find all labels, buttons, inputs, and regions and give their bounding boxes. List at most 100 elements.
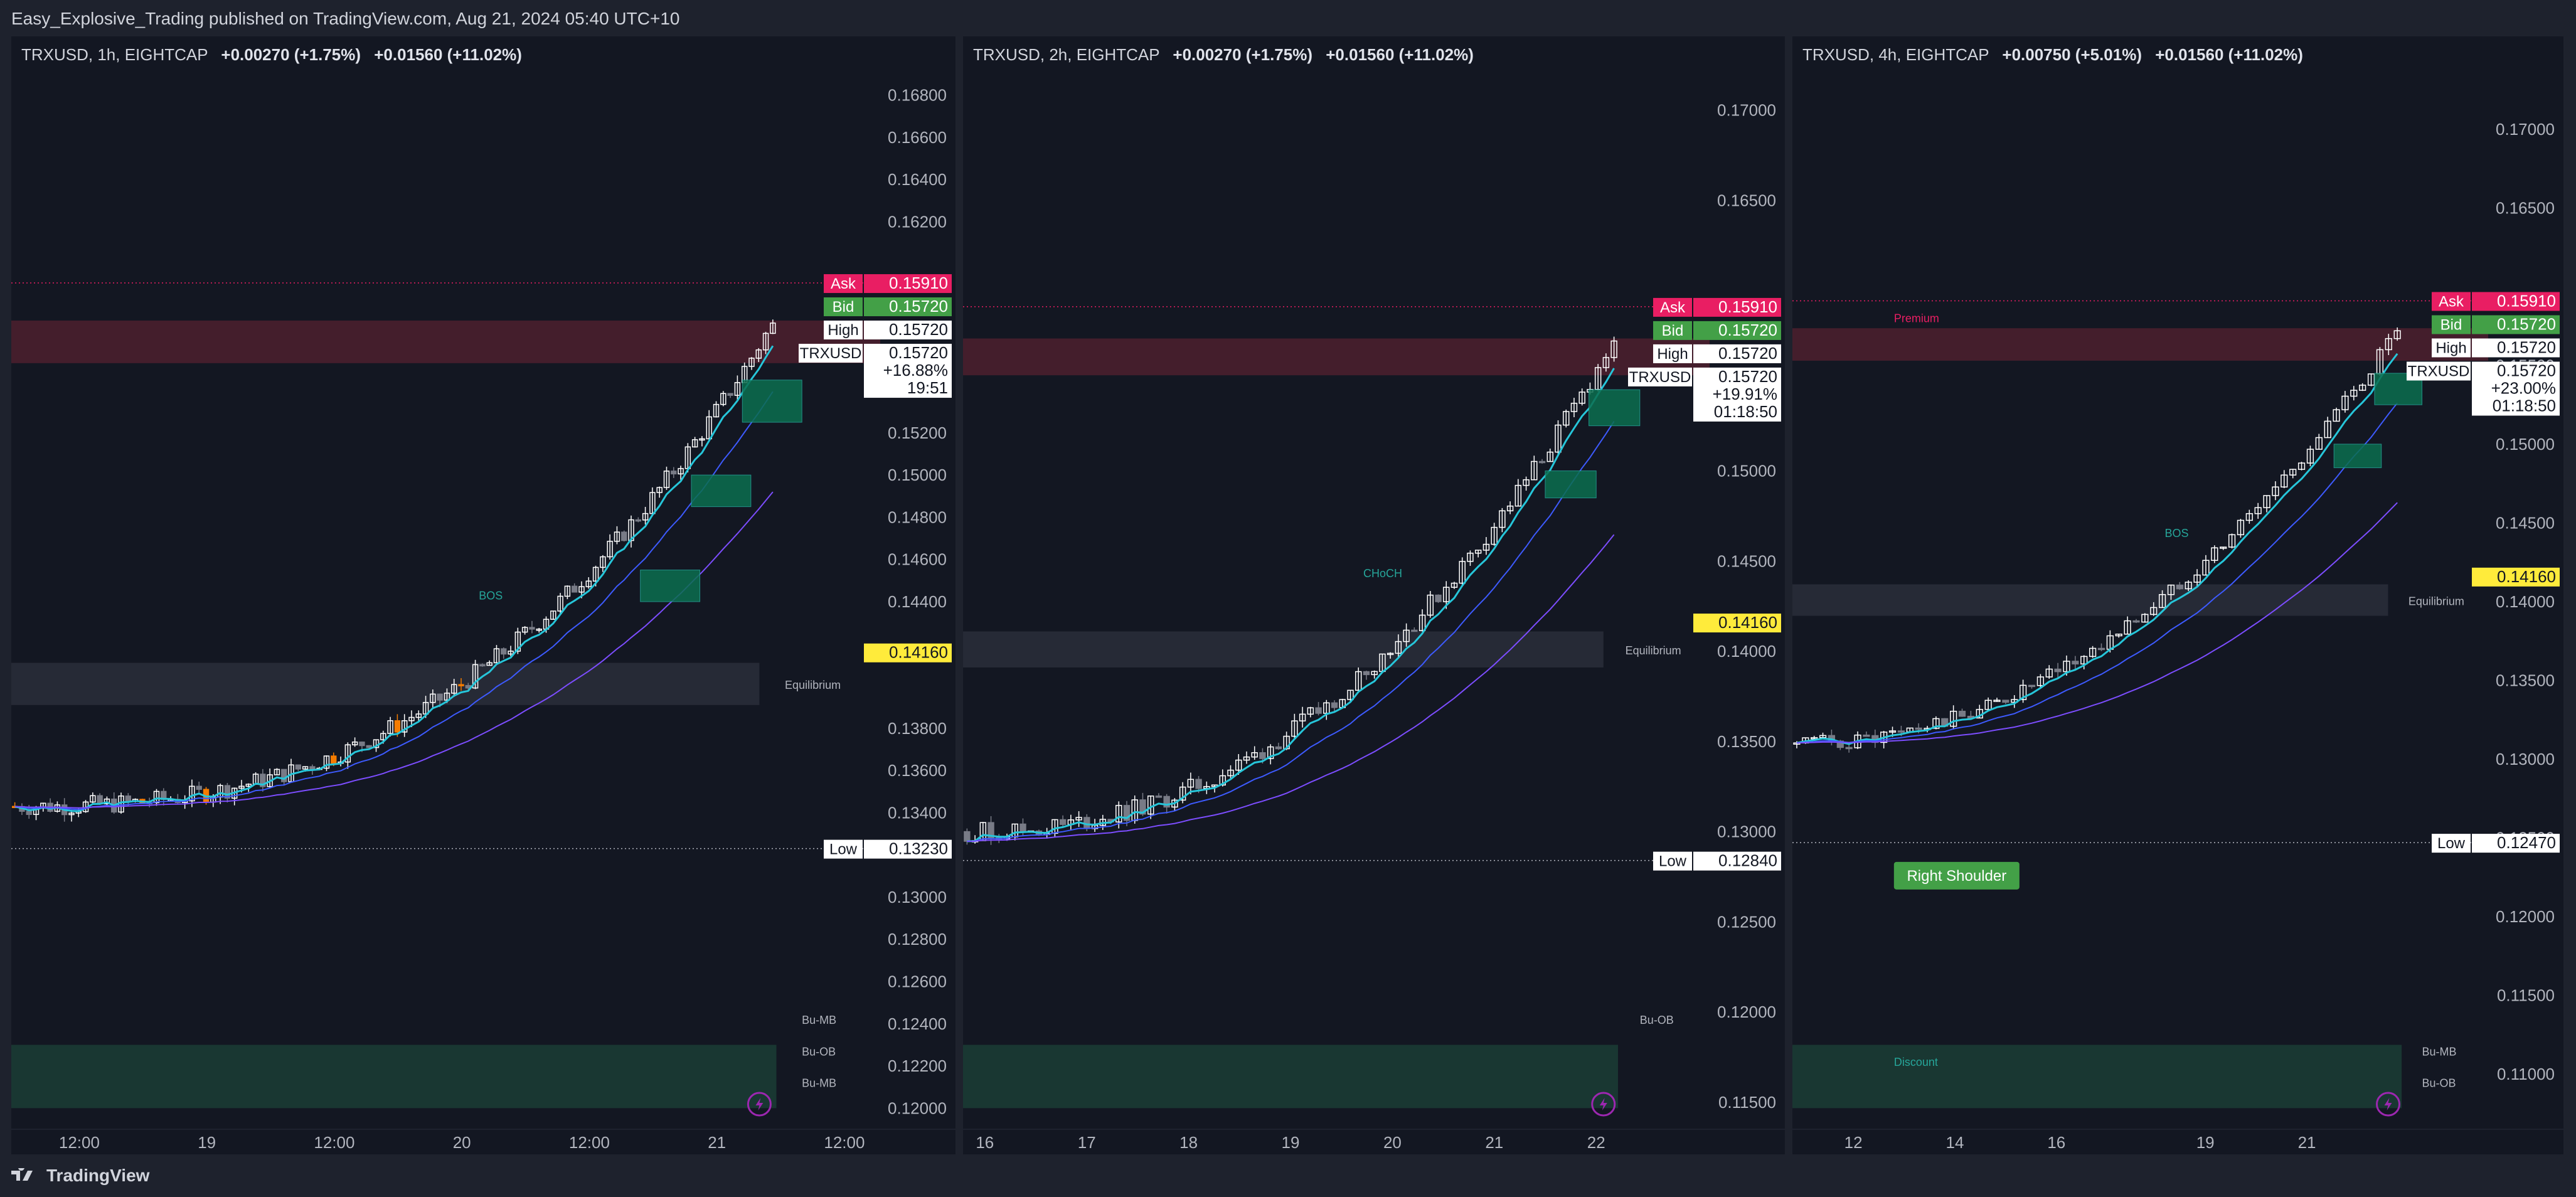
symbol-tag-bg <box>1628 367 1692 386</box>
candle-body <box>309 766 316 770</box>
high-price-tag: High <box>828 322 858 339</box>
candle-body <box>2263 495 2270 508</box>
high-price-value: 0.15720 <box>2497 338 2556 357</box>
y-tick-label: 0.14000 <box>2496 592 2555 611</box>
candle-body <box>734 382 741 396</box>
x-tick-label: 16 <box>976 1133 994 1152</box>
chart-svg: Equilibrium BOS Bu-MB Bu-OB Bu-MB 0.16800 0.16… <box>11 86 955 1152</box>
candle-body <box>600 556 606 568</box>
x-tick-label: 21 <box>1485 1133 1503 1152</box>
x-tick-label: 17 <box>1078 1133 1096 1152</box>
x-tick-label: 22 <box>1587 1133 1605 1152</box>
annotation-label: BOS <box>479 590 503 602</box>
y-tick-label: 0.16600 <box>888 128 947 147</box>
chart-legend: TRXUSD, 1h, EIGHTCAP +0.00270 (+1.75%) +… <box>21 45 522 65</box>
bid-price-tag-bg <box>2432 315 2471 334</box>
candle-body <box>415 713 422 718</box>
candle-body <box>1059 819 1067 825</box>
ask-price-tag-bg <box>1653 297 1692 317</box>
x-tick-label: 20 <box>1383 1133 1402 1152</box>
low-price-bg <box>2472 834 2560 853</box>
last-price-bg <box>1693 367 1781 422</box>
candle-body <box>1506 505 1514 511</box>
level-price-value: 0.14160 <box>889 643 948 662</box>
y-tick-label: 0.11500 <box>2497 986 2555 1005</box>
candle-body <box>1450 582 1458 588</box>
x-tick-label: 20 <box>453 1133 471 1152</box>
y-tick-label: 0.11000 <box>2497 1065 2555 1083</box>
chart-pane-4h[interactable]: Premium Equilibrium BOS Bu-MB Bu-OB Discount R… <box>1792 36 2563 1154</box>
candle-body <box>1075 817 1082 821</box>
tradingview-logo[interactable]: TradingView <box>11 1166 149 1186</box>
candle-body <box>2176 584 2183 590</box>
y-tick-label: 0.12000 <box>888 1099 947 1117</box>
candle-body <box>1459 561 1466 584</box>
candle-body <box>1275 746 1282 750</box>
chart-legend: TRXUSD, 2h, EIGHTCAP +0.00270 (+1.75%) +… <box>973 45 1474 65</box>
low-price-bg <box>864 839 952 859</box>
y-tick-label: 0.14400 <box>888 592 947 611</box>
symbol-label: TRXUSD, 1h, EIGHTCAP <box>21 45 208 64</box>
candle-body <box>486 662 492 666</box>
change-1: +0.00270 (+1.75%) <box>1173 45 1313 64</box>
lightning-bolt-icon <box>755 1098 764 1110</box>
candle-body <box>1363 671 1370 676</box>
y-tick-label: 0.15000 <box>1717 462 1776 481</box>
y-tick-label: 0.14500 <box>2496 513 2555 532</box>
candle-body <box>2132 620 2140 623</box>
candle-body <box>1499 510 1506 528</box>
bid-price-bg <box>2472 315 2560 334</box>
chart-pane-2h[interactable]: Equilibrium CHoCH Bu-OB 0.17000 0.16500 0.150… <box>963 36 1785 1154</box>
candle-body <box>153 790 160 804</box>
candle-body <box>444 693 450 701</box>
x-tick-label: 12:00 <box>569 1133 610 1152</box>
low-price-bg <box>1693 851 1781 871</box>
candle-body <box>1299 713 1306 721</box>
candle-body <box>274 769 280 775</box>
candle-body <box>430 693 436 703</box>
candle-body <box>762 332 769 351</box>
equilibrium-zone <box>963 631 1604 668</box>
annotation-label: Premium <box>1894 312 1939 325</box>
candle-body <box>2028 684 2036 688</box>
chart-pane-1h[interactable]: Equilibrium BOS Bu-MB Bu-OB Bu-MB 0.16800 0.16… <box>11 36 955 1154</box>
ema-mid-line <box>1796 402 2398 744</box>
last-price-change: +19.91% <box>1713 385 1777 403</box>
x-tick-label: 12:00 <box>824 1133 865 1152</box>
candle-body <box>2350 390 2358 397</box>
candle-body <box>748 358 755 367</box>
candle-body <box>437 693 443 701</box>
candle-body <box>281 769 287 782</box>
candle-body <box>1523 479 1530 486</box>
candle-body <box>514 631 521 652</box>
candle-body <box>691 439 698 448</box>
candle-body <box>2054 668 2062 673</box>
ask-price-tag: Ask <box>1660 299 1686 316</box>
high-price-value: 0.15720 <box>889 320 948 339</box>
lightning-bolt-icon <box>1599 1098 1607 1110</box>
ask-price-tag-bg <box>2432 292 2471 311</box>
x-tick-label: 12 <box>1844 1133 1863 1152</box>
y-tick-label: 0.14600 <box>888 550 947 569</box>
candle-body <box>387 720 393 734</box>
lightning-icon <box>747 1092 772 1117</box>
annotation-label: Equilibrium <box>2408 595 2464 607</box>
y-tick-label: 0.12000 <box>1717 1003 1776 1021</box>
candle-body <box>564 585 571 597</box>
lightning-bolt-icon <box>2384 1098 2392 1110</box>
candle-body <box>125 795 132 802</box>
candle-body <box>104 798 110 805</box>
change-2: +0.01560 (+11.02%) <box>2155 45 2303 64</box>
candle-body <box>529 627 535 630</box>
candle-body <box>196 785 202 790</box>
candle-body <box>401 720 408 733</box>
candle-body <box>1123 805 1131 821</box>
y-tick-label: 0.13000 <box>2496 750 2555 769</box>
candle-body <box>295 764 302 770</box>
candle-body <box>2393 330 2401 339</box>
y-tick-label: 0.15200 <box>888 423 947 442</box>
change-1: +0.00270 (+1.75%) <box>221 45 361 64</box>
candle-body <box>1531 460 1538 481</box>
y-tick-label: 0.14800 <box>888 508 947 526</box>
last-price-value: 0.15720 <box>1718 367 1777 386</box>
